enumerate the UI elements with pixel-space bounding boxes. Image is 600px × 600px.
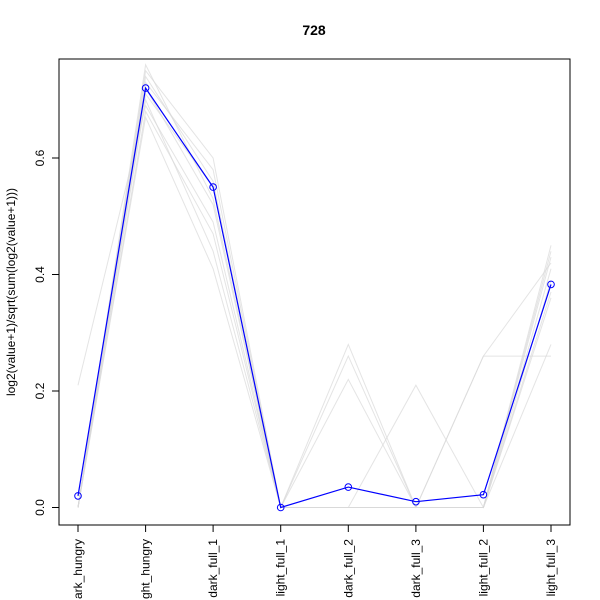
highlight-data-point — [276, 503, 285, 512]
x-tick-label: dark_full_2 — [341, 539, 355, 598]
background-series-line — [77, 92, 552, 508]
x-tick-label: dark_full_1 — [206, 539, 220, 598]
background-series-line — [77, 69, 552, 510]
highlight-series-group — [74, 84, 555, 512]
x-tick-label: light_full_1 — [274, 539, 288, 597]
y-axis: 0.0 0.2 0.4 0.6 — [33, 149, 59, 516]
x-tick-label: ark_hungry — [71, 539, 85, 599]
background-series-line — [77, 104, 552, 508]
highlight-data-point — [547, 280, 555, 289]
background-series-line — [77, 98, 552, 509]
background-series-group — [77, 63, 552, 510]
highlight-data-point — [141, 84, 150, 92]
background-series-line — [77, 86, 552, 508]
highlight-data-point — [412, 497, 420, 506]
highlight-series-line — [77, 86, 552, 509]
plot-frame — [58, 58, 571, 526]
y-tick-label: 0.6 — [33, 149, 47, 166]
highlight-data-point — [479, 490, 488, 499]
y-axis-label: log2(value+1)/sqrt(sum(log2(value+1))) — [4, 188, 18, 396]
x-tick-label: dark_full_3 — [409, 539, 423, 598]
background-series-line — [77, 109, 552, 508]
background-series-line — [77, 115, 552, 508]
x-tick-label: light_full_3 — [544, 539, 558, 597]
y-tick-label: 0.0 — [33, 499, 47, 516]
y-tick-label: 0.4 — [33, 266, 47, 283]
background-series-line — [77, 63, 551, 509]
x-tick-label: light_full_2 — [476, 539, 490, 597]
highlight-data-point — [209, 183, 217, 191]
highlight-data-point — [344, 483, 353, 491]
x-axis: ark_hungry ght_hungry dark_full_1 light_ful… — [71, 525, 558, 599]
highlight-data-point — [74, 492, 82, 500]
y-tick-label: 0.2 — [33, 382, 47, 399]
chart-title: 728 — [302, 22, 326, 38]
x-tick-label: ght_hungry — [139, 539, 153, 599]
